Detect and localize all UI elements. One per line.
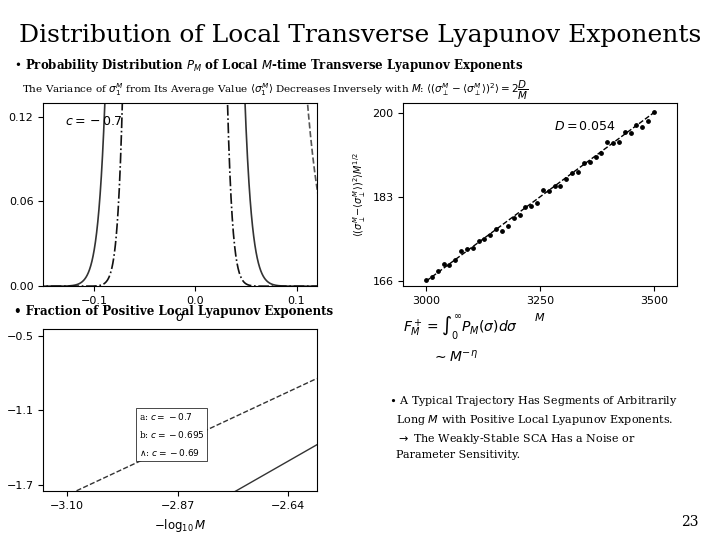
Point (554, 181, 566, 190)
Text: 23: 23 (681, 515, 698, 529)
Point (496, 226, 508, 235)
Point (619, 127, 631, 136)
Point (648, 107, 660, 116)
Text: a: $c=-0.7$
b: $c=-0.695$
$\wedge$: $c=-0.69$: a: $c=-0.7$ b: $c=-0.695$ $\wedge$: $c=-… (139, 411, 204, 458)
Point (438, 259, 449, 268)
X-axis label: $M$: $M$ (534, 312, 546, 323)
Point (485, 231, 496, 239)
Point (520, 202, 531, 211)
Point (613, 137, 625, 146)
Point (473, 237, 485, 245)
Point (537, 186, 549, 195)
Point (467, 244, 479, 252)
Point (526, 202, 537, 211)
Point (455, 246, 467, 255)
Point (449, 256, 461, 265)
X-axis label: $-\log_{10}M$: $-\log_{10}M$ (154, 517, 206, 534)
Text: M=900: M=900 (0, 539, 1, 540)
Point (601, 137, 613, 146)
Point (502, 221, 513, 230)
Point (578, 159, 590, 167)
Point (462, 245, 473, 253)
Text: • Fraction of Positive Local Lyapunov Exponents: • Fraction of Positive Local Lyapunov Ex… (14, 305, 333, 318)
Text: $D=0.054$: $D=0.054$ (554, 120, 616, 133)
Point (636, 123, 648, 131)
Text: $\sim M^{-\eta}$: $\sim M^{-\eta}$ (432, 348, 478, 364)
Point (508, 214, 519, 222)
Point (567, 168, 578, 177)
Y-axis label: $\langle(\sigma_\perp^M{-}\langle\sigma_\perp^M\rangle)^2\rangle M^{1/2}$: $\langle(\sigma_\perp^M{-}\langle\sigma_… (351, 152, 368, 237)
Point (572, 168, 584, 177)
Point (426, 273, 438, 282)
Text: The Variance of $\sigma_1^M$ from Its Average Value $\langle\sigma_1^M\rangle$ D: The Variance of $\sigma_1^M$ from Its Av… (22, 78, 528, 102)
Point (595, 149, 607, 158)
Text: M=100: M=100 (0, 539, 1, 540)
Text: $F_M^+ = \int_0^\infty P_M(\sigma)d\sigma$: $F_M^+ = \int_0^\infty P_M(\sigma)d\sigm… (403, 313, 518, 342)
Point (444, 260, 455, 269)
Point (625, 129, 636, 138)
Point (607, 139, 618, 147)
Text: • Probability Distribution $P_M$ of Local $M$-time Transverse Lyapunov Exponents: • Probability Distribution $P_M$ of Loca… (14, 57, 523, 73)
Point (543, 187, 554, 195)
Point (490, 224, 502, 233)
Point (642, 117, 654, 125)
Point (590, 152, 601, 161)
Point (514, 211, 526, 219)
Text: $c = -0.7$: $c = -0.7$ (65, 114, 122, 127)
Text: M=500: M=500 (0, 539, 1, 540)
Text: Distribution of Local Transverse Lyapunov Exponents: Distribution of Local Transverse Lyapuno… (19, 24, 701, 48)
Point (420, 275, 432, 284)
Y-axis label: $\log_{10}F_M^+$: $\log_{10}F_M^+$ (0, 387, 1, 434)
Point (584, 158, 595, 166)
Text: $\bullet$ A Typical Trajectory Has Segments of Arbitrarily
  Long $M$ with Posit: $\bullet$ A Typical Trajectory Has Segme… (389, 394, 678, 460)
Point (479, 235, 490, 244)
X-axis label: $\sigma$: $\sigma$ (175, 312, 185, 325)
Point (561, 175, 572, 184)
Point (549, 181, 560, 190)
Point (432, 266, 444, 275)
Point (631, 120, 642, 129)
Point (531, 199, 543, 207)
